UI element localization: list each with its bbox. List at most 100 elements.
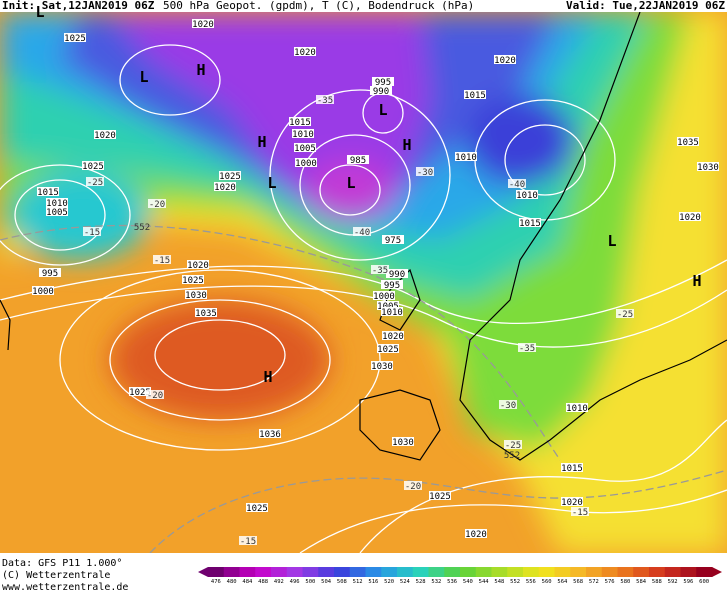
temperature-label-box [153,255,171,264]
colorbar-swatch [538,567,555,577]
pressure-label: 1010 [516,191,538,201]
colorbar-swatch [633,567,650,577]
temperature-label: -35 [372,266,388,276]
pressure-label-box [429,491,451,500]
temperature-label: -20 [147,391,163,401]
temperature-label: -15 [84,228,100,238]
temperature-label: -20 [405,482,421,492]
title-text: 500 hPa Geopot. (gpdm), T (C), Bodendruc… [163,0,474,12]
colorbar-tick-label: 528 [416,579,426,585]
pressure-label: 1030 [392,438,414,448]
pressure-label-box [214,182,236,191]
pressure-label-box [465,529,487,538]
temperature-label-box [616,309,634,318]
colorbar-tick-label: 516 [368,579,378,585]
pressure-label: 1035 [195,309,217,319]
colorbar-tick-label: 540 [463,579,473,585]
temperature-label-box [239,536,257,545]
colorbar-tick-label: 476 [211,579,221,585]
pressure-center: L [378,101,387,119]
colorbar-tick-label: 592 [668,579,678,585]
colorbar-tick-label: 496 [290,579,300,585]
colorbar-swatch [649,567,666,577]
pressure-label-box [64,33,86,42]
colorbar-swatch [318,567,335,577]
init-text: Init: Sat,12JAN2019 06Z [2,0,155,12]
pressure-label: 990 [373,87,389,97]
temperature-label: -40 [509,180,525,190]
colorbar-swatch [365,567,382,577]
pressure-label: 1010 [455,153,477,163]
colorbar-swatch [239,567,256,577]
pressure-label-box [182,275,204,284]
pressure-label: 1010 [381,308,403,318]
pressure-label: 1010 [292,130,314,140]
pressure-label: 1025 [64,34,86,44]
pressure-label: 1025 [429,492,451,502]
temperature-label-box [86,177,104,186]
pressure-label-box [381,307,403,316]
temperature-label-box [416,167,434,176]
colorbar-tick-label: 488 [258,579,268,585]
pressure-label: 1036 [259,430,281,440]
pressure-label: 1025 [182,276,204,286]
pressure-label: 1025 [129,388,151,398]
footer-data: Data: GFS P11 1.000° [2,558,122,569]
colorbar-tick-label: 552 [510,579,520,585]
colorbar-swatch [523,567,540,577]
temperature-label-box [146,390,164,399]
pressure-center: H [196,61,205,79]
pressure-label: 1020 [494,56,516,66]
colorbar-tick-label: 588 [652,579,662,585]
pressure-label-box [561,497,583,506]
pressure-label: 1025 [82,162,104,172]
temperature-label: -15 [240,537,256,547]
temperature-label-box [504,440,522,449]
temperature-label-box [518,343,536,352]
colorbar-tick-label: 572 [589,579,599,585]
temperature-label: -25 [617,310,633,320]
pressure-label: 1015 [289,118,311,128]
pressure-label-box [464,90,486,99]
colorbar-tick-label: 536 [447,579,457,585]
header-band [0,0,727,12]
colorbar-swatch [302,567,319,577]
colorbar-swatch [381,567,398,577]
colorbar-swatch [223,567,240,577]
pressure-label-box [219,171,241,180]
temperature-label: -15 [154,256,170,266]
pressure-label-box [289,117,311,126]
pressure-label-box [679,212,701,221]
temperature-label: -30 [417,168,433,178]
temperature-label-box [353,227,371,236]
pressure-label: 1015 [37,188,59,198]
isobars [0,44,727,554]
colorbar-swatch [680,567,697,577]
pressure-label-box [494,55,516,64]
pressure-label-box [697,162,719,171]
temperature-label: -35 [519,344,535,354]
geopotential-label: 552 [504,451,520,461]
pressure-label: 1025 [219,172,241,182]
colorbar-tick-label: 584 [636,579,647,585]
pressure-label: 1000 [373,292,395,302]
geopotential-label: 552 [134,223,150,233]
pressure-label: 1020 [94,131,116,141]
pressure-label-box [519,218,541,227]
temperature-label: -15 [572,508,588,518]
pressure-label-box [94,130,116,139]
pressure-label-box [295,158,317,167]
pressure-label: 1010 [566,404,588,414]
pressure-center: H [257,133,266,151]
colorbar-tick-label: 568 [573,579,583,585]
pressure-label-box [516,190,538,199]
pressure-label: 995 [384,281,400,291]
colorbar-tick-label: 544 [479,579,490,585]
pressure-label-box [382,235,404,244]
colorbar-swatch [601,567,618,577]
pressure-label: 1000 [295,159,317,169]
pressure-label-box [371,361,393,370]
pressure-center: L [607,232,616,250]
colorbar-tick-label: 484 [242,579,253,585]
temperature-label-box [83,227,101,236]
